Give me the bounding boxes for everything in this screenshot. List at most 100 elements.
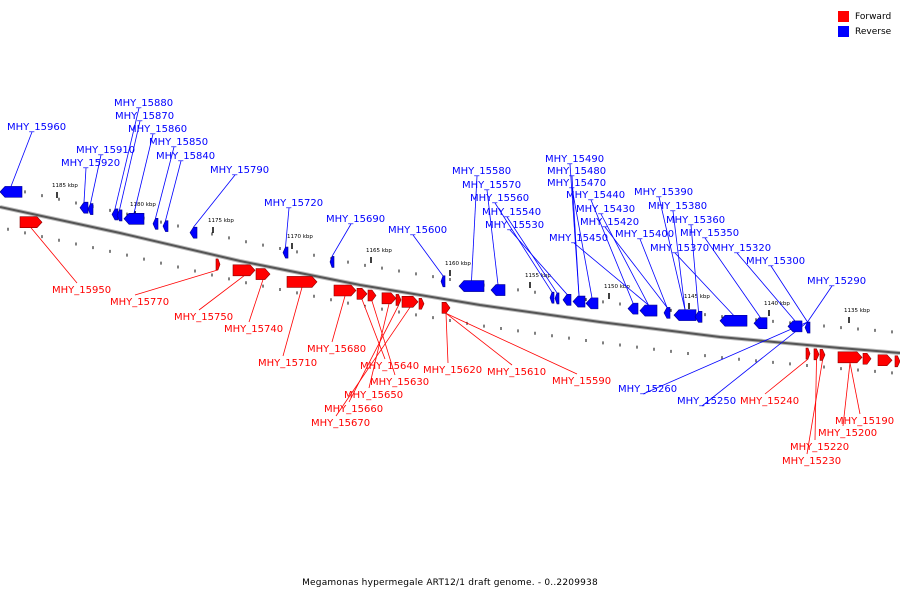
- reverse-swatch: [838, 26, 849, 37]
- leader-line: [573, 242, 649, 306]
- reverse-gene-arrow: [572, 295, 586, 308]
- leader-line: [335, 307, 411, 417]
- forward-gene-label: MHY_15950: [52, 285, 111, 296]
- backbone-line: [0, 206, 900, 354]
- forward-gene-arrow: [418, 297, 425, 310]
- reverse-gene-label: MHY_15860: [128, 124, 187, 135]
- reverse-gene-label: MHY_15600: [388, 225, 447, 236]
- leader-line: [331, 223, 352, 257]
- forward-gene-label: MHY_15610: [487, 367, 546, 378]
- leader-line: [331, 295, 346, 343]
- reverse-gene-label: MHY_15470: [547, 178, 606, 189]
- forward-gene-label: MHY_15190: [835, 416, 894, 427]
- reverse-gene-arrow: [123, 212, 145, 225]
- leader-line-layer: [10, 107, 861, 455]
- leader-line: [445, 313, 449, 364]
- reverse-gene-arrow: [673, 309, 697, 321]
- gene-layer: [0, 186, 900, 368]
- leader-line: [486, 189, 499, 285]
- legend-reverse-label: Reverse: [855, 26, 892, 37]
- reverse-gene-label: MHY_15260: [618, 384, 677, 395]
- leader-line: [193, 174, 236, 228]
- leader-line: [690, 224, 699, 312]
- reverse-gene-label: MHY_15790: [210, 165, 269, 176]
- reverse-gene-arrow: [282, 246, 289, 259]
- scale-label: 1180 kbp: [130, 202, 156, 208]
- reverse-gene-label: MHY_15290: [807, 276, 866, 287]
- reverse-gene-label: MHY_15540: [482, 207, 541, 218]
- leader-line: [282, 287, 303, 357]
- reverse-gene-label: MHY_15960: [7, 122, 66, 133]
- leader-line: [30, 227, 78, 284]
- leader-line: [445, 313, 513, 366]
- reverse-gene-label: MHY_15360: [666, 215, 725, 226]
- forward-gene-label: MHY_15770: [110, 297, 169, 308]
- forward-gene-label: MHY_15640: [360, 361, 419, 372]
- reverse-gene-label: MHY_15440: [566, 190, 625, 201]
- reverse-gene-label: MHY_15300: [746, 256, 805, 267]
- reverse-gene-arrow: [639, 304, 658, 317]
- reverse-gene-label: MHY_15380: [648, 201, 707, 212]
- reverse-gene-label: MHY_15430: [576, 204, 635, 215]
- reverse-gene-label: MHY_15690: [326, 214, 385, 225]
- forward-gene-label: MHY_15220: [790, 442, 849, 453]
- scale-label: 1170 kbp: [287, 234, 313, 240]
- forward-gene-label: MHY_15230: [782, 456, 841, 467]
- forward-gene-arrow: [813, 348, 820, 361]
- leader-line: [285, 207, 290, 248]
- forward-gene-arrow: [356, 288, 368, 300]
- forward-gene-arrow: [441, 302, 451, 314]
- forward-gene-arrow: [819, 349, 826, 361]
- reverse-gene-arrow: [79, 201, 89, 214]
- forward-gene-label: MHY_15710: [258, 358, 317, 369]
- leader-line: [770, 265, 808, 323]
- reverse-gene-arrow: [663, 307, 671, 319]
- reverse-gene-label: MHY_15720: [264, 198, 323, 209]
- leader-line: [445, 312, 578, 375]
- reverse-gene-label: MHY_15390: [634, 187, 693, 198]
- leader-line: [471, 175, 478, 281]
- scale-label: 1155 kbp: [525, 273, 551, 279]
- leader-line: [842, 362, 851, 427]
- forward-gene-arrow: [286, 276, 318, 288]
- forward-gene-label: MHY_15590: [552, 376, 611, 387]
- leader-line: [83, 167, 87, 203]
- leader-line: [658, 196, 686, 310]
- forward-gene-arrow: [232, 264, 256, 277]
- forward-gene-label: MHY_15740: [224, 324, 283, 335]
- reverse-gene-arrow: [329, 256, 335, 268]
- reverse-gene-arrow: [753, 317, 768, 330]
- leader-line: [807, 285, 833, 323]
- reverse-gene-arrow: [804, 321, 811, 334]
- forward-gene-label: MHY_15750: [174, 312, 233, 323]
- reverse-gene-arrow: [189, 226, 198, 239]
- leader-line: [10, 131, 33, 187]
- leader-line: [672, 210, 686, 310]
- leader-line: [604, 226, 668, 308]
- leader-line: [701, 321, 808, 407]
- reverse-gene-arrow: [116, 209, 123, 222]
- forward-gene-label: MHY_15240: [740, 396, 799, 407]
- reverse-gene-label: MHY_15840: [156, 151, 215, 162]
- leader-line: [371, 300, 396, 376]
- reverse-gene-arrow: [554, 292, 560, 305]
- reverse-gene-label: MHY_15850: [149, 137, 208, 148]
- forward-gene-arrow: [381, 292, 397, 305]
- forward-gene-arrow: [894, 355, 900, 368]
- forward-gene-arrow: [862, 352, 872, 365]
- reverse-gene-label: MHY_15870: [115, 111, 174, 122]
- legend: Forward Reverse: [838, 9, 891, 39]
- scale-label: 1185 kbp: [52, 183, 78, 189]
- leader-line: [736, 252, 796, 322]
- forward-gene-label: MHY_15200: [818, 428, 877, 439]
- leader-line: [600, 213, 649, 306]
- scale-label: 1135 kbp: [844, 308, 870, 314]
- leader-line: [509, 229, 568, 295]
- forward-gene-label: MHY_15650: [344, 390, 403, 401]
- forward-gene-label: MHY_15680: [307, 344, 366, 355]
- reverse-gene-label: MHY_15880: [114, 98, 173, 109]
- forward-gene-arrow: [401, 296, 419, 308]
- forward-gene-arrow: [805, 347, 811, 360]
- reverse-gene-label: MHY_15910: [76, 145, 135, 156]
- scale-label: 1150 kbp: [604, 284, 630, 290]
